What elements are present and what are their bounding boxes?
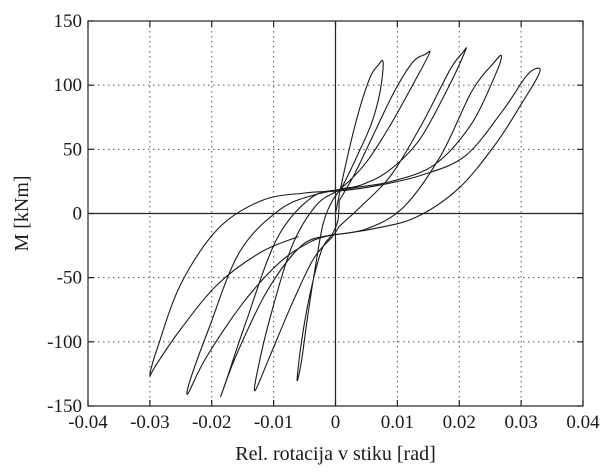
y-tick-label: 50 [63,139,82,160]
x-tick-label: 0.03 [505,412,538,433]
x-tick-label: -0.02 [192,412,232,433]
x-tick-labels: -0.04 -0.03 -0.02 -0.01 0 0.01 0.02 0.03 0.04 [68,412,600,433]
y-tick-label: -100 [47,332,82,353]
hysteresis-loop-1 [296,59,384,382]
x-tick-label: 0.02 [443,412,476,433]
x-tick-label: -0.04 [68,412,108,433]
y-tick-label: -50 [57,268,82,289]
y-axis-label: M [kNm] [11,175,33,251]
y-tick-label: 100 [54,75,83,96]
y-tick-labels: -150 -100 -50 0 50 100 150 [47,11,82,417]
x-tick-label: 0.01 [381,412,414,433]
x-tick-label: -0.01 [254,412,294,433]
hysteresis-loops [149,47,541,398]
hysteresis-loop-2 [253,50,431,392]
axis-ticks [87,20,584,407]
y-tick-label: -150 [47,396,82,417]
hysteresis-loop-4 [186,54,502,395]
x-tick-label: 0 [331,412,341,433]
hysteresis-loop-5 [149,67,541,377]
y-tick-label: 150 [54,11,83,32]
grid-lines [88,21,583,406]
x-tick-label: 0.04 [566,412,600,433]
x-axis-label: Rel. rotacija v stiku [rad] [235,443,436,465]
x-tick-label: -0.03 [130,412,170,433]
hysteresis-loop-3 [220,47,467,398]
y-tick-label: 0 [73,204,83,225]
